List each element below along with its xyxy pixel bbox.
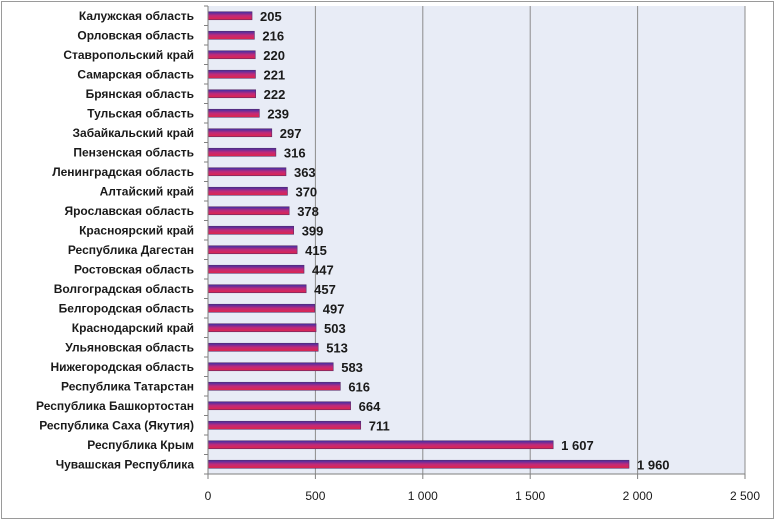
bar (207, 245, 298, 255)
x-tick-label: 1 500 (515, 489, 545, 503)
x-tick-label: 0 (205, 489, 212, 503)
bar (207, 459, 630, 469)
bar (207, 108, 260, 118)
category-label: Ульяновская область (65, 340, 194, 354)
category-label: Ленинградская область (52, 165, 194, 179)
category-label: Брянская область (86, 87, 194, 101)
data-label: 497 (323, 301, 345, 316)
category-label: Республика Татарстан (61, 379, 194, 393)
category-label: Республика Саха (Якутия) (39, 418, 194, 432)
bar (207, 381, 341, 391)
gridlines (314, 6, 746, 474)
category-label: Нижегородская область (50, 360, 194, 374)
data-label: 221 (263, 67, 285, 82)
category-label: Волгоградская область (54, 282, 194, 296)
bar (207, 303, 316, 313)
data-label: 370 (295, 184, 317, 199)
x-tick-label: 2 500 (730, 489, 760, 503)
data-label: 316 (284, 145, 306, 160)
data-label: 711 (369, 418, 390, 433)
bar (207, 89, 256, 99)
category-label: Республика Дагестан (68, 243, 194, 257)
data-label: 616 (348, 379, 370, 394)
bar (207, 362, 334, 372)
bar (207, 225, 295, 235)
data-label: 457 (314, 282, 336, 297)
labels: 0 500 1 000 1 500 2 000 2 500 Калужская област… (36, 9, 760, 503)
bar (207, 206, 290, 216)
data-label: 216 (262, 28, 284, 43)
data-label: 239 (267, 106, 289, 121)
category-label: Республика Башкортостан (36, 399, 194, 413)
bar (207, 342, 319, 352)
data-label: 583 (341, 360, 363, 375)
bar (207, 401, 351, 411)
bar (207, 264, 305, 274)
bar (207, 69, 256, 79)
category-label: Ставропольский край (63, 48, 194, 62)
data-label: 363 (294, 165, 316, 180)
category-label: Ростовская область (74, 262, 194, 276)
data-label: 220 (263, 48, 285, 63)
data-label: 378 (297, 204, 319, 219)
x-tick-label: 1 000 (408, 489, 438, 503)
bar (207, 186, 288, 196)
plot-area (208, 6, 745, 474)
data-label: 399 (302, 223, 324, 238)
category-label: Алтайский край (100, 184, 194, 198)
bar (207, 167, 287, 177)
category-label: Красноярский край (79, 223, 194, 237)
category-label: Самарская область (77, 67, 194, 81)
category-label: Республика Крым (87, 438, 194, 452)
data-label: 447 (312, 262, 334, 277)
category-label: Орловская область (77, 28, 194, 42)
axes (204, 5, 746, 479)
data-label: 1 960 (637, 457, 670, 472)
data-label: 503 (324, 321, 346, 336)
x-tick-label: 2 000 (623, 489, 653, 503)
bar (207, 30, 255, 40)
bar (207, 420, 362, 430)
bar (207, 128, 273, 138)
category-label: Белгородская область (59, 301, 194, 315)
bar (207, 440, 554, 450)
data-label: 513 (326, 340, 348, 355)
data-label: 1 607 (561, 438, 594, 453)
data-label: 205 (260, 9, 282, 24)
bar (207, 284, 307, 294)
category-label: Краснодарский край (72, 321, 194, 335)
category-label: Тульская область (87, 106, 194, 120)
bar (207, 11, 253, 21)
bar (207, 147, 277, 157)
x-tick-label: 500 (305, 489, 325, 503)
data-label: 664 (359, 399, 381, 414)
category-label: Чувашская Республика (56, 457, 195, 471)
category-label: Пензенская область (73, 145, 194, 159)
bar (207, 323, 317, 333)
category-label: Ярославская область (64, 204, 194, 218)
data-label: 415 (305, 243, 327, 258)
category-label: Забайкальский край (73, 126, 195, 140)
category-label: Калужская область (79, 9, 194, 23)
data-label: 222 (264, 87, 286, 102)
data-label: 297 (280, 126, 302, 141)
bar (207, 50, 256, 60)
